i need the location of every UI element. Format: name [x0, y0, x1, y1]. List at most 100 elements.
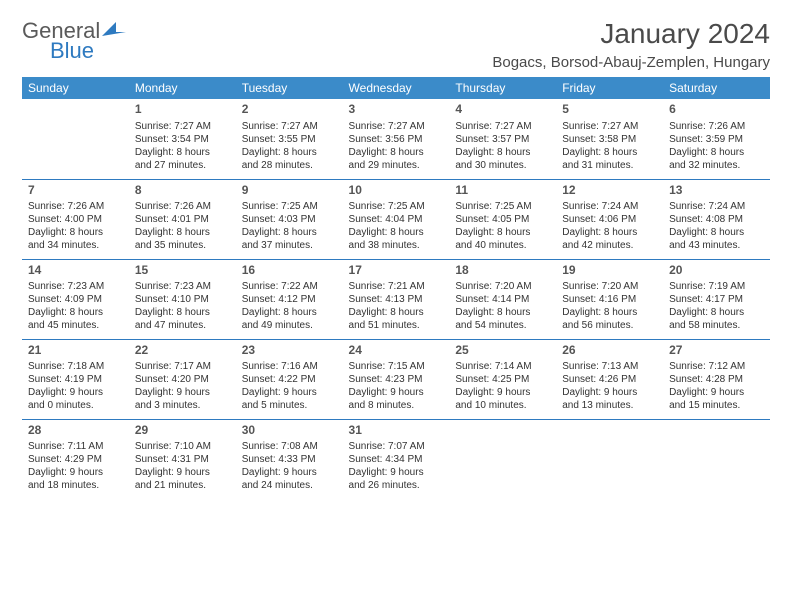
day-info-line: Sunrise: 7:07 AM [349, 440, 444, 453]
calendar-day-cell: 18Sunrise: 7:20 AMSunset: 4:14 PMDayligh… [449, 259, 556, 339]
day-info-line: Daylight: 8 hours [455, 146, 550, 159]
day-info-line: Daylight: 8 hours [242, 226, 337, 239]
day-info-line: and 51 minutes. [349, 319, 444, 332]
day-info-line: and 47 minutes. [135, 319, 230, 332]
day-info-line: Sunset: 3:55 PM [242, 133, 337, 146]
location: Bogacs, Borsod-Abauj-Zemplen, Hungary [492, 54, 770, 71]
day-info-line: Sunset: 4:01 PM [135, 213, 230, 226]
day-info-line: and 24 minutes. [242, 479, 337, 492]
day-info-line: Sunrise: 7:19 AM [669, 280, 764, 293]
calendar-day-cell [663, 419, 770, 499]
day-info-line: Sunset: 4:03 PM [242, 213, 337, 226]
day-info-line: Daylight: 8 hours [669, 226, 764, 239]
calendar-day-cell: 3Sunrise: 7:27 AMSunset: 3:56 PMDaylight… [343, 99, 450, 179]
day-info-line: and 5 minutes. [242, 399, 337, 412]
day-number: 30 [242, 423, 337, 439]
day-number: 20 [669, 263, 764, 279]
calendar-day-cell: 24Sunrise: 7:15 AMSunset: 4:23 PMDayligh… [343, 339, 450, 419]
calendar-day-cell [449, 419, 556, 499]
calendar-week-row: 28Sunrise: 7:11 AMSunset: 4:29 PMDayligh… [22, 419, 770, 499]
calendar-day-cell: 10Sunrise: 7:25 AMSunset: 4:04 PMDayligh… [343, 179, 450, 259]
day-info-line: Sunset: 4:26 PM [562, 373, 657, 386]
day-info-line: Sunrise: 7:24 AM [562, 200, 657, 213]
calendar-table: Sunday Monday Tuesday Wednesday Thursday… [22, 77, 770, 499]
calendar-day-cell: 11Sunrise: 7:25 AMSunset: 4:05 PMDayligh… [449, 179, 556, 259]
day-info-line: and 56 minutes. [562, 319, 657, 332]
day-info-line: Sunset: 4:06 PM [562, 213, 657, 226]
day-info-line: and 0 minutes. [28, 399, 123, 412]
calendar-day-cell: 12Sunrise: 7:24 AMSunset: 4:06 PMDayligh… [556, 179, 663, 259]
day-number: 16 [242, 263, 337, 279]
day-info-line: and 42 minutes. [562, 239, 657, 252]
calendar-day-cell: 14Sunrise: 7:23 AMSunset: 4:09 PMDayligh… [22, 259, 129, 339]
day-number: 10 [349, 183, 444, 199]
day-number: 13 [669, 183, 764, 199]
calendar-day-cell: 7Sunrise: 7:26 AMSunset: 4:00 PMDaylight… [22, 179, 129, 259]
header: General Blue January 2024 Bogacs, Borsod… [22, 18, 770, 71]
day-info-line: and 27 minutes. [135, 159, 230, 172]
calendar-day-cell: 5Sunrise: 7:27 AMSunset: 3:58 PMDaylight… [556, 99, 663, 179]
day-info-line: Sunset: 4:20 PM [135, 373, 230, 386]
day-info-line: and 28 minutes. [242, 159, 337, 172]
day-info-line: and 3 minutes. [135, 399, 230, 412]
day-info-line: Daylight: 8 hours [349, 306, 444, 319]
day-info-line: Sunset: 4:22 PM [242, 373, 337, 386]
day-info-line: Sunset: 3:56 PM [349, 133, 444, 146]
day-info-line: Sunrise: 7:18 AM [28, 360, 123, 373]
day-info-line: Sunset: 4:05 PM [455, 213, 550, 226]
day-number: 29 [135, 423, 230, 439]
day-info-line: Daylight: 9 hours [669, 386, 764, 399]
calendar-day-cell: 2Sunrise: 7:27 AMSunset: 3:55 PMDaylight… [236, 99, 343, 179]
day-number: 19 [562, 263, 657, 279]
day-info-line: Sunset: 4:13 PM [349, 293, 444, 306]
day-info-line: Daylight: 9 hours [28, 466, 123, 479]
day-info-line: Sunrise: 7:14 AM [455, 360, 550, 373]
day-info-line: Daylight: 8 hours [28, 226, 123, 239]
day-info-line: Daylight: 9 hours [349, 386, 444, 399]
calendar-day-cell: 25Sunrise: 7:14 AMSunset: 4:25 PMDayligh… [449, 339, 556, 419]
day-info-line: Sunset: 3:57 PM [455, 133, 550, 146]
day-number: 14 [28, 263, 123, 279]
day-info-line: Sunrise: 7:15 AM [349, 360, 444, 373]
day-number: 25 [455, 343, 550, 359]
day-info-line: Sunrise: 7:20 AM [455, 280, 550, 293]
day-number: 6 [669, 102, 764, 118]
dayname-tuesday: Tuesday [236, 77, 343, 99]
day-info-line: Daylight: 9 hours [242, 386, 337, 399]
calendar-day-cell: 27Sunrise: 7:12 AMSunset: 4:28 PMDayligh… [663, 339, 770, 419]
day-info-line: Sunrise: 7:26 AM [669, 120, 764, 133]
day-info-line: and 30 minutes. [455, 159, 550, 172]
day-info-line: Sunset: 4:29 PM [28, 453, 123, 466]
calendar-day-cell: 19Sunrise: 7:20 AMSunset: 4:16 PMDayligh… [556, 259, 663, 339]
day-number: 18 [455, 263, 550, 279]
calendar-day-cell: 6Sunrise: 7:26 AMSunset: 3:59 PMDaylight… [663, 99, 770, 179]
dayname-friday: Friday [556, 77, 663, 99]
day-info-line: Sunrise: 7:27 AM [562, 120, 657, 133]
day-info-line: Daylight: 8 hours [135, 226, 230, 239]
day-info-line: and 13 minutes. [562, 399, 657, 412]
day-info-line: Sunset: 4:14 PM [455, 293, 550, 306]
calendar-week-row: 1Sunrise: 7:27 AMSunset: 3:54 PMDaylight… [22, 99, 770, 179]
day-number: 12 [562, 183, 657, 199]
day-info-line: and 35 minutes. [135, 239, 230, 252]
day-number: 7 [28, 183, 123, 199]
day-info-line: Sunset: 3:59 PM [669, 133, 764, 146]
day-info-line: and 45 minutes. [28, 319, 123, 332]
day-info-line: Sunrise: 7:27 AM [455, 120, 550, 133]
day-info-line: Sunset: 4:34 PM [349, 453, 444, 466]
day-info-line: Sunset: 4:09 PM [28, 293, 123, 306]
day-info-line: Sunrise: 7:20 AM [562, 280, 657, 293]
calendar-day-cell: 15Sunrise: 7:23 AMSunset: 4:10 PMDayligh… [129, 259, 236, 339]
day-info-line: Daylight: 8 hours [28, 306, 123, 319]
day-number: 24 [349, 343, 444, 359]
day-info-line: Sunrise: 7:27 AM [349, 120, 444, 133]
day-info-line: Daylight: 9 hours [562, 386, 657, 399]
day-info-line: Daylight: 8 hours [242, 306, 337, 319]
day-number: 23 [242, 343, 337, 359]
day-info-line: Sunrise: 7:08 AM [242, 440, 337, 453]
day-number: 8 [135, 183, 230, 199]
day-info-line: Sunset: 4:23 PM [349, 373, 444, 386]
calendar-day-cell: 29Sunrise: 7:10 AMSunset: 4:31 PMDayligh… [129, 419, 236, 499]
day-number: 17 [349, 263, 444, 279]
day-info-line: Sunrise: 7:26 AM [135, 200, 230, 213]
